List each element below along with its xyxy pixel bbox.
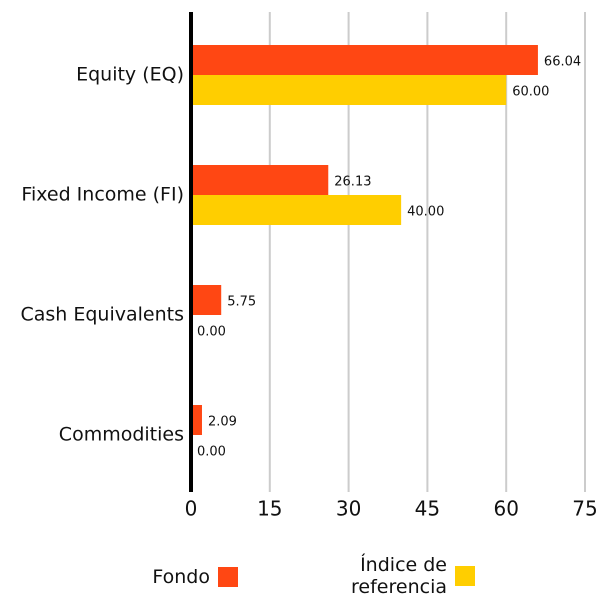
x-tick-label: 0 [185,497,198,521]
legend-item: Índice de referencia [300,554,475,598]
bar [191,285,222,315]
legend-swatch [455,566,475,586]
bar [191,45,538,75]
bar [191,75,507,105]
y-tick-label: Fixed Income (FI) [21,184,184,206]
value-label: 66.04 [544,55,581,70]
y-tick-label: Equity (EQ) [76,64,184,86]
legend-swatch [218,567,238,587]
value-label: 0.00 [197,325,226,340]
x-tick-label: 45 [415,497,440,521]
value-label: 2.09 [208,415,237,430]
x-tick-label: 60 [493,497,518,521]
x-tick-label: 75 [572,497,597,521]
y-tick-label: Commodities [59,424,184,446]
value-label: 0.00 [197,445,226,460]
bar [191,405,202,435]
value-label: 5.75 [227,295,256,310]
bar [191,165,329,195]
legend-label: Índice de referencia [351,554,447,598]
value-label: 40.00 [407,205,444,220]
value-label: 60.00 [512,85,549,100]
bar [191,195,402,225]
y-tick-label: Cash Equivalents [20,304,184,326]
x-tick-label: 30 [336,497,361,521]
legend-item: Fondo [120,566,238,588]
legend-label: Fondo [152,566,210,588]
x-tick-label: 15 [257,497,282,521]
value-label: 26.13 [334,175,371,190]
